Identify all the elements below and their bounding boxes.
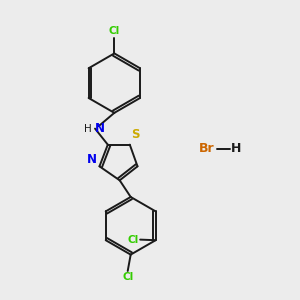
Text: H: H bbox=[231, 142, 241, 155]
Text: S: S bbox=[131, 128, 140, 141]
Text: N: N bbox=[95, 122, 105, 135]
Text: H: H bbox=[84, 124, 92, 134]
Text: Br: Br bbox=[199, 142, 215, 155]
Text: Cl: Cl bbox=[128, 235, 139, 244]
Text: N: N bbox=[87, 153, 97, 166]
Text: Cl: Cl bbox=[122, 272, 133, 283]
Text: Cl: Cl bbox=[109, 26, 120, 36]
